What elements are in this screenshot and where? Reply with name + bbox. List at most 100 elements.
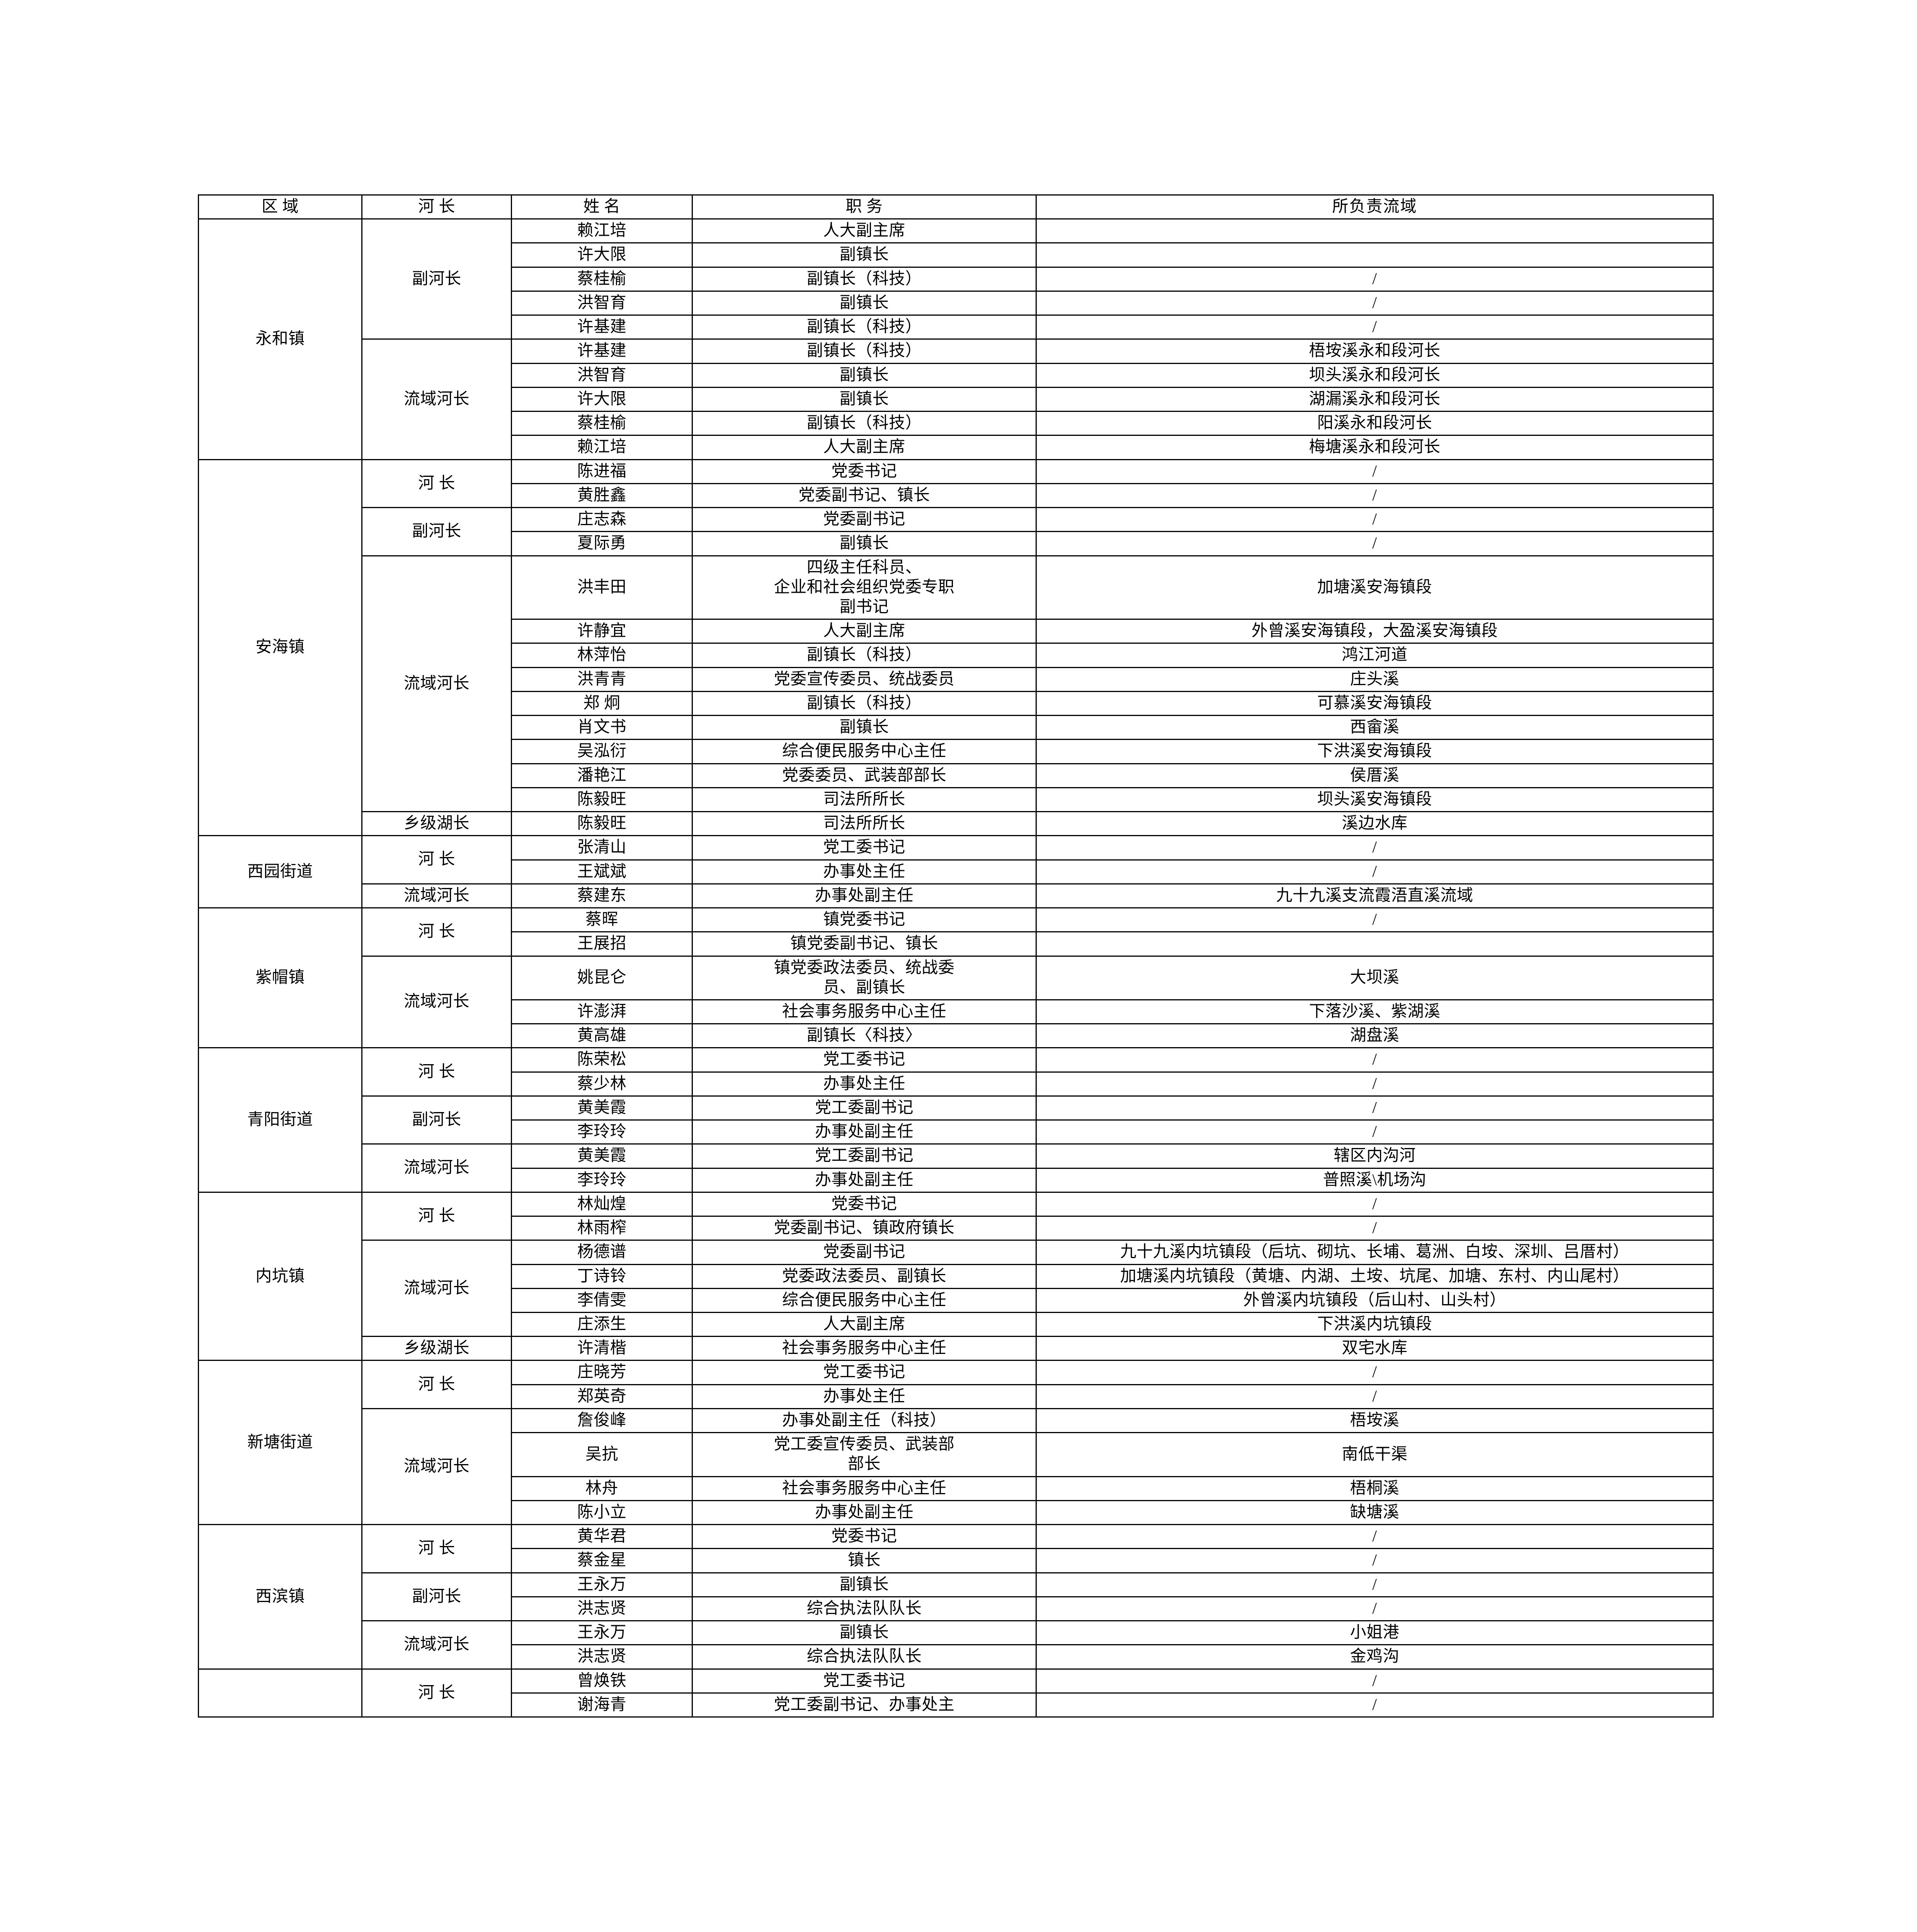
- person-name-cell: 李玲玲: [511, 1167, 693, 1193]
- basin-cell: /: [1036, 835, 1714, 861]
- person-name-cell: 陈毅旺: [511, 787, 693, 813]
- person-title-cell: 综合便民服务中心主任: [692, 1287, 1037, 1313]
- person-name-cell: 郑英奇: [511, 1384, 693, 1409]
- person-title-cell: 办事处副主任: [692, 1500, 1037, 1526]
- person-title-cell: 党工委副书记: [692, 1143, 1037, 1169]
- table-row: 陈小立 办事处副主任 缺塘溪: [199, 1500, 1714, 1526]
- table-row: 蔡少林 办事处主任 /: [199, 1071, 1714, 1097]
- role-cell: 流域河长: [361, 1408, 512, 1526]
- basin-cell: 阳溪永和段河长: [1036, 411, 1714, 436]
- table-row: 丁诗铃 党委政法委员、副镇长 加塘溪内坑镇段（黄塘、内湖、土垵、坑尾、加塘、东村、内…: [199, 1264, 1714, 1289]
- basin-cell: [1036, 218, 1714, 244]
- role-cell: 河 长: [361, 1524, 512, 1573]
- person-title-cell: 副镇长（科技）: [692, 643, 1037, 668]
- table-row: 许基建 副镇长（科技） /: [199, 315, 1714, 340]
- role-cell: 副河长: [361, 1572, 512, 1622]
- table-row: 吴泓衍 综合便民服务中心主任 下洪溪安海镇段: [199, 739, 1714, 764]
- table-row: 李倩雯 综合便民服务中心主任 外曾溪内坑镇段（后山村、山头村）: [199, 1287, 1714, 1313]
- table-row: 李玲玲 办事处副主任 普照溪\机场沟: [199, 1167, 1714, 1193]
- person-title-cell: 党委政法委员、副镇长: [692, 1264, 1037, 1289]
- table-row: 黄胜鑫 党委副书记、镇长 /: [199, 483, 1714, 509]
- basin-cell: /: [1036, 1548, 1714, 1573]
- role-cell: 河 长: [361, 835, 512, 884]
- table-row: 安海镇河 长陈进福 党委书记 /: [198, 459, 1714, 837]
- basin-cell: /: [1036, 507, 1714, 532]
- table-row: 王斌斌 办事处主任 /: [199, 859, 1714, 884]
- table-row: 流域河长 王永万 副镇长 小姐港: [199, 1620, 1714, 1670]
- table-row: 蔡桂榆 副镇长（科技） /: [199, 266, 1714, 292]
- person-name-cell: 李倩雯: [511, 1287, 693, 1313]
- region-cell: 紫帽镇: [198, 907, 362, 1049]
- person-title-cell: 党委副书记、镇政府镇长: [692, 1216, 1037, 1241]
- person-name-cell: 赖江培: [511, 435, 693, 460]
- table-row: 流域河长 蔡建东 办事处副主任 九十九溪支流霞浯直溪流域: [199, 883, 1714, 909]
- basin-cell: /: [1036, 1692, 1714, 1718]
- region-cell: 西园街道: [198, 835, 362, 909]
- table-row: 河 长曾焕铁 党工委书记 /: [198, 1668, 1714, 1718]
- person-title-cell: 副镇长: [692, 531, 1037, 556]
- table-row: 洪志贤 综合执法队队长 /: [199, 1596, 1714, 1622]
- person-title-cell: 办事处主任: [692, 1384, 1037, 1409]
- person-title-cell: 人大副主席: [692, 1312, 1037, 1337]
- person-name-cell: 黄胜鑫: [511, 483, 693, 509]
- person-name-cell: 许基建: [511, 315, 693, 340]
- person-name-cell: 吴抗: [511, 1432, 693, 1477]
- basin-cell: /: [1036, 1360, 1714, 1385]
- basin-cell: 大坝溪: [1036, 955, 1714, 1000]
- person-name-cell: 蔡桂榆: [511, 266, 693, 292]
- person-name-cell: 洪智育: [511, 290, 693, 316]
- region-cell: 安海镇: [198, 459, 362, 837]
- table-row: 西滨镇河 长黄华君 党委书记 /: [198, 1524, 1714, 1670]
- table-row: 乡级湖长 陈毅旺 司法所所长 溪边水库: [199, 811, 1714, 837]
- table-row: 林萍怡 副镇长（科技） 鸿江河道: [199, 643, 1714, 668]
- role-cell: 河 长: [361, 1668, 512, 1718]
- person-title-cell: 党委书记: [692, 1191, 1037, 1217]
- table-row: 林舟 社会事务服务中心主任 梧桐溪: [199, 1476, 1714, 1501]
- basin-cell: 缺塘溪: [1036, 1500, 1714, 1526]
- region-cell: 青阳街道: [198, 1047, 362, 1193]
- basin-cell: 梧桐溪: [1036, 1476, 1714, 1501]
- header-row: 区 域 河 长 姓 名 职 务 所负责流域: [198, 194, 1714, 220]
- person-name-cell: 郑 炯: [511, 690, 693, 716]
- person-title-cell: 司法所所长: [692, 787, 1037, 813]
- person-name-cell: 王展招: [511, 931, 693, 957]
- basin-cell: /: [1036, 1596, 1714, 1622]
- person-title-cell: 党委书记: [692, 459, 1037, 484]
- person-name-cell: 陈进福: [511, 459, 693, 484]
- person-name-cell: 许大限: [511, 242, 693, 268]
- person-title-cell: 副镇长: [692, 1572, 1037, 1597]
- basin-cell: 外曾溪安海镇段，大盈溪安海镇段: [1036, 619, 1714, 644]
- person-title-cell: 社会事务服务中心主任: [692, 1336, 1037, 1361]
- person-title-cell: 镇党委副书记、镇长: [692, 931, 1037, 957]
- person-name-cell: 洪青青: [511, 667, 693, 692]
- person-name-cell: 洪志贤: [511, 1596, 693, 1622]
- basin-cell: 双宅水库: [1036, 1336, 1714, 1361]
- person-title-cell: 办事处副主任: [692, 1167, 1037, 1193]
- person-name-cell: 王永万: [511, 1572, 693, 1597]
- person-name-cell: 黄美霞: [511, 1143, 693, 1169]
- person-title-cell: 党工委书记: [692, 1668, 1037, 1694]
- role-cell: 副河长: [361, 507, 512, 556]
- person-title-cell: 副镇长（科技）: [692, 315, 1037, 340]
- person-title-cell: 党工委书记: [692, 835, 1037, 861]
- basin-cell: 溪边水库: [1036, 811, 1714, 837]
- basin-cell: /: [1036, 1668, 1714, 1694]
- basin-cell: 南低干渠: [1036, 1432, 1714, 1477]
- river-chief-table-wrap: 区 域 河 长 姓 名 职 务 所负责流域 永和镇 副河长 赖江培 人大副主席 许大限副…: [198, 194, 1714, 1718]
- basin-cell: 梅塘溪永和段河长: [1036, 435, 1714, 460]
- table-row: 蔡金星 镇长 /: [199, 1548, 1714, 1573]
- person-title-cell: 党工委宣传委员、武装部 部长: [692, 1432, 1037, 1477]
- person-name-cell: 张清山: [511, 835, 693, 861]
- person-name-cell: 许大限: [511, 386, 693, 412]
- person-title-cell: 综合执法队队长: [692, 1596, 1037, 1622]
- basin-cell: 下洪溪内坑镇段: [1036, 1312, 1714, 1337]
- person-title-cell: 社会事务服务中心主任: [692, 999, 1037, 1025]
- column-header-region: 区 域: [198, 194, 362, 220]
- basin-cell: 九十九溪支流霞浯直溪流域: [1036, 883, 1714, 909]
- basin-cell: 辖区内沟河: [1036, 1143, 1714, 1169]
- person-name-cell: 黄美霞: [511, 1095, 693, 1121]
- person-name-cell: 潘艳江: [511, 763, 693, 788]
- table-row: 青阳街道河 长陈荣松 党工委书记 /: [198, 1047, 1714, 1193]
- person-name-cell: 林萍怡: [511, 643, 693, 668]
- person-name-cell: 洪志贤: [511, 1644, 693, 1670]
